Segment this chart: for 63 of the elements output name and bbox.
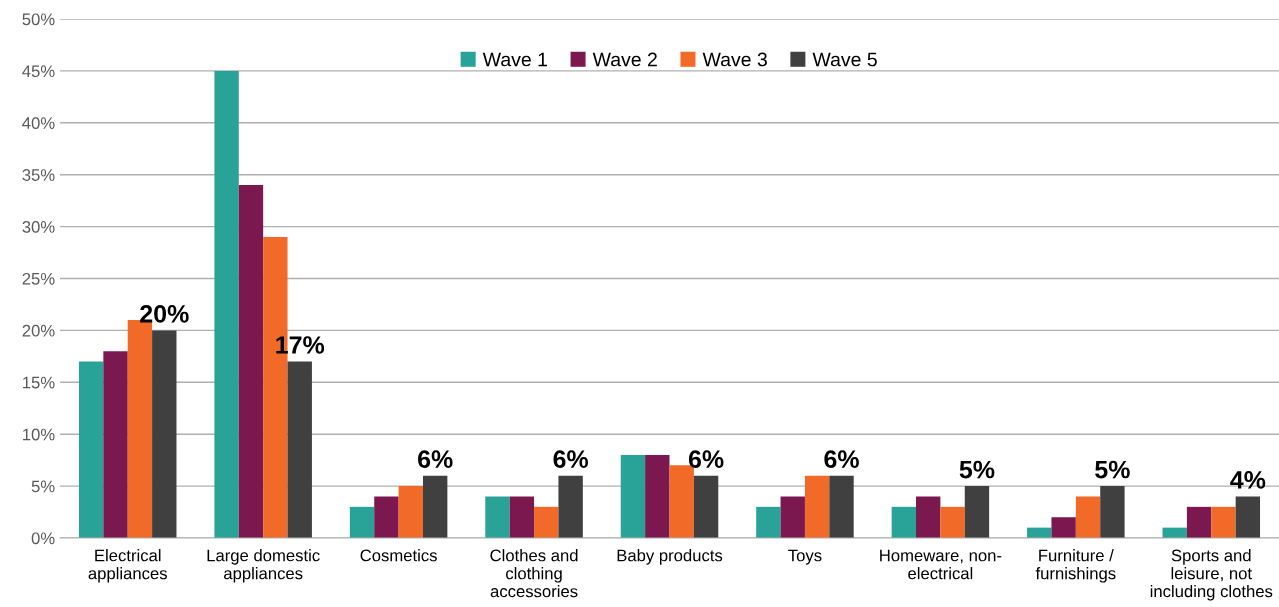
- bar: [1186, 506, 1212, 538]
- bar: [374, 496, 399, 538]
- bar: [829, 475, 854, 538]
- bar: [238, 185, 264, 538]
- bar: [1100, 486, 1125, 538]
- y-tick-label: 35%: [22, 169, 55, 181]
- data-label: 6%: [824, 450, 859, 468]
- y-tick-label: 30%: [22, 221, 55, 233]
- data-label: 5%: [1095, 460, 1130, 479]
- bar: [152, 330, 177, 538]
- y-tick-label: 50%: [22, 13, 55, 26]
- x-tick-label: Toys: [788, 549, 822, 565]
- y-tick-label: 40%: [22, 117, 55, 129]
- x-tick-label: Large domestic appliances: [207, 549, 320, 583]
- bar: [964, 486, 990, 538]
- bar: [1075, 496, 1101, 538]
- y-tick-label: 5%: [31, 480, 55, 493]
- bar: [558, 475, 583, 538]
- bar: [103, 351, 128, 538]
- x-tick-label: Sports and leisure, not including clothes: [1150, 549, 1273, 601]
- data-label: 20%: [140, 304, 189, 323]
- y-tick-label: 45%: [22, 65, 55, 78]
- legend-label: Wave 2: [592, 52, 657, 67]
- y-tick-label: 25%: [22, 272, 55, 285]
- bar: [804, 475, 830, 538]
- x-tick-label: Baby products: [617, 549, 723, 565]
- bar: [1211, 506, 1236, 538]
- legend-label: Wave 1: [482, 52, 547, 67]
- bar: [534, 506, 559, 538]
- bar: [916, 496, 941, 538]
- bar: [693, 475, 719, 538]
- bar: [398, 486, 423, 538]
- data-label: 6%: [418, 450, 453, 468]
- bar: [891, 506, 917, 538]
- x-tick-label: Cosmetics: [360, 549, 437, 562]
- data-label: 6%: [553, 450, 589, 468]
- bar: [645, 454, 670, 538]
- legend-label: Wave 5: [812, 52, 877, 67]
- bar: [509, 496, 535, 538]
- y-tick-label: 10%: [23, 428, 55, 441]
- bar: [940, 506, 965, 538]
- bar: [287, 361, 312, 538]
- bar: [1051, 517, 1076, 538]
- bar: [214, 70, 239, 538]
- data-label: 6%: [688, 450, 724, 468]
- legend-label: Wave 3: [702, 52, 767, 67]
- bar: [620, 454, 646, 538]
- x-tick-label: Clothes and clothing accessories: [490, 549, 578, 598]
- x-tick-label: Furniture / furnishings: [1035, 549, 1116, 583]
- y-tick-label: 0%: [31, 532, 55, 545]
- bar: [485, 496, 510, 538]
- data-label: 5%: [959, 460, 995, 479]
- y-tick-label: 15%: [23, 376, 55, 389]
- bar: [756, 506, 781, 538]
- bar: [422, 475, 448, 538]
- data-label: 4%: [1230, 471, 1266, 489]
- x-tick-label: Homeware, non- electrical: [880, 549, 1002, 580]
- bar: [349, 506, 375, 538]
- bar: [780, 496, 805, 538]
- y-tick-label: 20%: [22, 324, 55, 337]
- bar: [78, 361, 104, 538]
- x-tick-label: Electrical appliances: [88, 549, 167, 583]
- bar: [1235, 496, 1261, 538]
